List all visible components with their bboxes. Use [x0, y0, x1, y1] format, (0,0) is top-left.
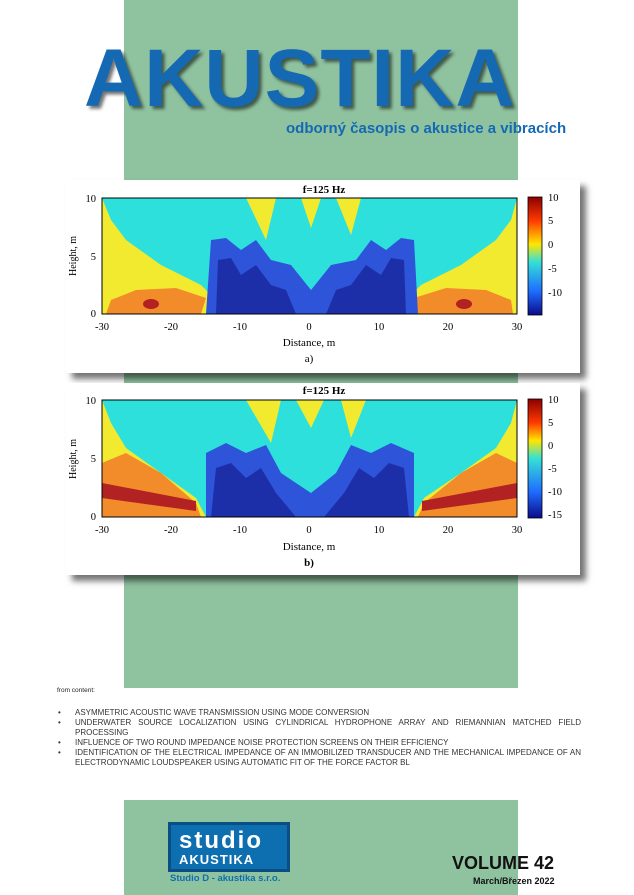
contents-list: ASYMMETRIC ACOUSTIC WAVE TRANSMISSION US…: [57, 708, 581, 768]
plot-b-title: f=125 Hz: [303, 385, 346, 397]
plot-a-title: f=125 Hz: [303, 184, 346, 196]
y-tick: 10: [86, 194, 97, 205]
list-item: INFLUENCE OF TWO ROUND IMPEDANCE NOISE P…: [57, 738, 581, 748]
plot-a-ylabel: Height, m: [68, 236, 79, 276]
colorbar-tick: -5: [548, 464, 557, 475]
volume-number: VOLUME 42: [452, 853, 555, 873]
list-item: UNDERWATER SOURCE LOCALIZATION USING CYL…: [57, 718, 581, 738]
x-tick: 30: [512, 525, 523, 536]
journal-subtitle: odborný časopis o akustice a vibracích: [286, 120, 567, 137]
contour-plot-a: f=125 Hz Height, m Distance, m a) -30 -2…: [68, 184, 562, 365]
publisher-logo: studio AKUSTIKA: [168, 822, 290, 872]
x-tick: -10: [233, 525, 247, 536]
colorbar-tick: 0: [548, 441, 553, 452]
x-tick: 20: [443, 525, 454, 536]
list-item: ASYMMETRIC ACOUSTIC WAVE TRANSMISSION US…: [57, 708, 581, 718]
y-tick: 5: [91, 454, 96, 465]
plot-a-xlabel: Distance, m: [283, 337, 336, 349]
colorbar-tick: -10: [548, 487, 562, 498]
x-tick: 0: [306, 525, 311, 536]
x-tick: 10: [374, 525, 385, 536]
colorbar-tick: -5: [548, 264, 557, 275]
logo-line2: AKUSTIKA: [179, 852, 255, 867]
x-tick: -30: [95, 322, 109, 333]
y-tick: 0: [91, 309, 96, 320]
contour-plot-b: f=125 Hz Height, m Distance, m b) -30 -2…: [68, 385, 562, 569]
contents-heading: from content:: [57, 687, 95, 694]
issue-date: March/Březen 2022: [473, 876, 555, 886]
plot-b-xlabel: Distance, m: [283, 541, 336, 553]
y-tick: 0: [91, 512, 96, 523]
colorbar-tick: 10: [548, 395, 559, 406]
x-tick: -10: [233, 322, 247, 333]
journal-title: AKUSTIKA: [84, 33, 516, 124]
x-tick: 30: [512, 322, 523, 333]
y-tick: 5: [91, 252, 96, 263]
colorbar-tick: 5: [548, 216, 553, 227]
publisher-name: Studio D - akustika s.r.o.: [170, 873, 281, 884]
figure-b: f=125 Hz Height, m Distance, m b) -30 -2…: [66, 383, 580, 575]
figure-a: f=125 Hz Height, m Distance, m a) -30 -2…: [66, 180, 580, 373]
x-tick: 0: [306, 322, 311, 333]
x-tick: -30: [95, 525, 109, 536]
x-tick: -20: [164, 322, 178, 333]
list-item: IDENTIFICATION OF THE ELECTRICAL IMPEDAN…: [57, 748, 581, 768]
colorbar-tick: 0: [548, 240, 553, 251]
x-tick: 10: [374, 322, 385, 333]
x-tick: 20: [443, 322, 454, 333]
plot-a-caption: a): [305, 353, 314, 365]
colorbar-tick: -10: [548, 288, 562, 299]
colorbar-tick: 5: [548, 418, 553, 429]
colorbar-tick: -15: [548, 510, 562, 521]
y-tick: 10: [86, 396, 97, 407]
plot-b-ylabel: Height, m: [68, 439, 79, 479]
logo-line1: studio: [179, 827, 263, 854]
x-tick: -20: [164, 525, 178, 536]
colorbar-tick: 10: [548, 193, 559, 204]
plot-b-caption: b): [304, 557, 314, 569]
